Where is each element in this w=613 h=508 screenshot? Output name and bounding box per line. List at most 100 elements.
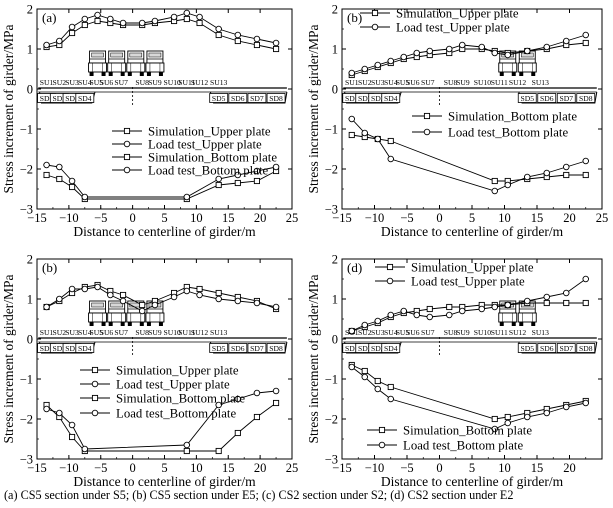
panel-label: (a): [42, 10, 56, 25]
su-label: SU13: [210, 328, 228, 337]
data-point: [234, 37, 241, 45]
bottom-plate-cell: [209, 343, 229, 353]
x-axis-label: Distance to centerline of girder/m: [381, 474, 564, 489]
legend-marker: [91, 380, 99, 388]
data-point: [361, 321, 369, 329]
su-label: SU10: [474, 78, 492, 87]
y-tick-label: −1: [20, 373, 33, 387]
y-tick-label: 2: [332, 253, 338, 267]
data-point: [234, 395, 242, 403]
bottom-plate-cell: [228, 343, 248, 353]
su-label: SU7: [114, 78, 128, 87]
su-label: SU11: [491, 78, 508, 87]
legend-entry: Simulation_Bottom plate: [116, 392, 245, 406]
data-point: [215, 295, 222, 303]
legend-entry: Load test_Upper plate: [116, 378, 230, 392]
data-point: [183, 193, 191, 201]
su-label: SU10: [163, 328, 181, 337]
data-point: [582, 171, 589, 179]
data-point: [94, 11, 101, 19]
su-label: SU4: [78, 78, 92, 87]
bottom-plate-cell: [266, 343, 286, 353]
x-axis-label: Distance to centerline of girder/m: [73, 224, 256, 239]
x-axis-label: Distance to centerline of girder/m: [73, 474, 256, 489]
legend-entry: Load test_Bottom plate: [148, 164, 268, 178]
x-axis-label: Distance to centerline of girder/m: [381, 224, 564, 239]
sd-label: SD2: [358, 344, 372, 353]
legend-entry: Simulation_Upper plate: [148, 125, 271, 139]
series-4: [348, 115, 590, 195]
series-2: [43, 9, 280, 49]
sd-label: SD5: [520, 344, 534, 353]
su-label: SU4: [384, 328, 398, 337]
data-point: [543, 299, 550, 307]
legend-entry: Simulation_Bottom plate: [448, 110, 577, 124]
su-label: SU13: [210, 78, 228, 87]
su-label: SU3: [371, 328, 385, 337]
data-point: [138, 19, 146, 27]
legend-entry: Load test_Bottom plate: [403, 439, 523, 453]
data-point: [215, 447, 222, 455]
bottom-plate-cell: [228, 93, 248, 103]
data-point: [459, 41, 466, 49]
data-point: [426, 47, 434, 55]
y-tick-label: −2: [20, 163, 33, 177]
series-line: [46, 286, 277, 312]
sd-label: SD2: [53, 344, 67, 353]
su-label: SU8: [135, 78, 149, 87]
legend-entry: Simulation_Upper plate: [411, 261, 534, 275]
data-point: [215, 181, 222, 189]
data-point: [582, 399, 590, 407]
bottom-plate-cell: [209, 93, 229, 103]
sd-label: SD6: [540, 94, 554, 103]
series-line: [46, 284, 277, 310]
x-tick-label: 0: [130, 211, 136, 225]
figure-caption: (a) CS5 section under S5; (b) CS5 sectio…: [4, 488, 514, 502]
x-tick-label: 15: [222, 211, 235, 225]
data-point: [504, 419, 512, 427]
data-point: [504, 301, 512, 309]
data-point: [56, 295, 63, 303]
data-point: [234, 179, 241, 187]
x-tick-label: 15: [531, 461, 544, 475]
y-axis-label: Stress increment of girder/MPa: [1, 24, 16, 193]
su-label: SU9: [456, 328, 470, 337]
data-point: [69, 183, 76, 191]
data-point: [107, 15, 114, 23]
data-point: [234, 171, 242, 179]
data-point: [426, 313, 434, 321]
data-point: [272, 303, 280, 311]
data-point: [151, 301, 159, 309]
data-point: [563, 163, 570, 171]
x-tick-label: 15: [222, 461, 235, 475]
su-label: SU2: [53, 78, 67, 87]
data-point: [43, 303, 50, 311]
bottom-plate-cell: [556, 93, 576, 103]
data-point: [582, 275, 590, 283]
sd-label: SD8: [269, 344, 283, 353]
series-2: [348, 275, 590, 335]
bottom-plate-cell: [247, 343, 267, 353]
bottom-plate-cell: [517, 343, 537, 353]
data-point: [56, 409, 63, 417]
x-tick-label: 0: [436, 211, 442, 225]
truck-icon-1: [88, 50, 108, 76]
su-label: SU10: [474, 328, 492, 337]
data-point: [446, 303, 453, 311]
data-point: [56, 37, 63, 45]
su-label: SU2: [53, 328, 67, 337]
data-point: [524, 413, 531, 421]
data-point: [272, 39, 280, 47]
su-label: SU8: [444, 328, 458, 337]
data-point: [68, 285, 76, 293]
bottom-plate-cell: [75, 343, 95, 353]
legend-entry: Load test_Bottom plate: [448, 126, 568, 140]
su-label: SU5: [90, 328, 104, 337]
data-point: [253, 299, 261, 307]
y-tick-label: −1: [325, 373, 338, 387]
